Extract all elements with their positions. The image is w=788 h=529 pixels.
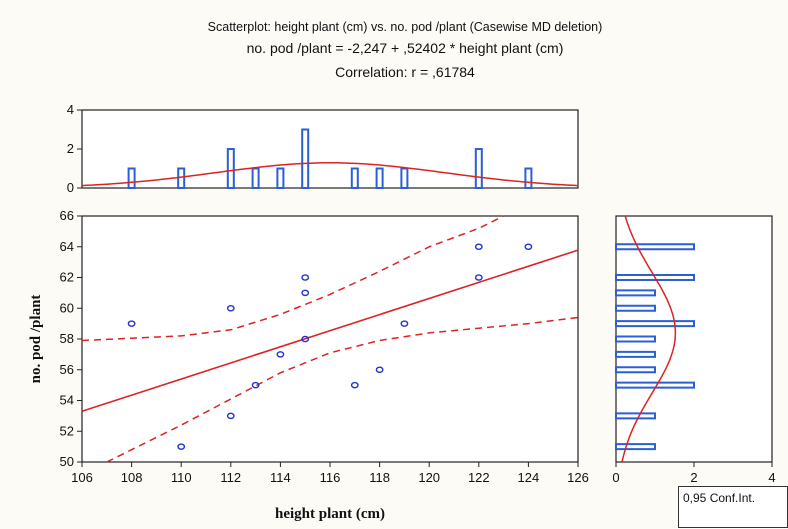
top-histogram-frame <box>81 109 579 189</box>
x-tick-label: 120 <box>418 470 440 485</box>
top-normal-curve <box>81 162 579 187</box>
x-tick-label: 108 <box>121 470 143 485</box>
legend-label: 0,95 Conf.Int. <box>683 491 756 505</box>
data-point <box>276 351 285 358</box>
y-tick-label: 62 <box>60 270 74 285</box>
data-point <box>177 443 186 450</box>
data-point <box>474 243 483 251</box>
x-tick-label: 124 <box>518 470 540 485</box>
data-point <box>350 381 359 389</box>
legend-box: 0,95 Conf.Int. <box>678 486 788 528</box>
data-point <box>251 381 260 389</box>
y-axis-label: no. pod /plant <box>28 295 44 384</box>
x-tick-label: 118 <box>369 470 390 485</box>
y-tick-label: 58 <box>60 331 74 346</box>
side-histogram-bar <box>615 350 656 358</box>
x-tick-label: 106 <box>71 470 93 485</box>
data-point <box>474 274 483 281</box>
data-point <box>400 320 409 327</box>
side-normal-curve <box>621 215 677 463</box>
side-histogram-bar <box>615 412 656 420</box>
ci-lower-band <box>106 316 579 463</box>
data-point <box>375 366 384 374</box>
x-tick-label: 116 <box>320 470 341 485</box>
top-histogram-bar <box>276 167 285 189</box>
side-hist-tick-label: 2 <box>690 470 697 485</box>
y-tick-label: 52 <box>60 423 74 438</box>
top-hist-tick-label: 0 <box>67 180 74 195</box>
data-point <box>301 274 310 281</box>
top-histogram-bar <box>524 167 533 189</box>
chart-titles: Scatterplot: height plant (cm) vs. no. p… <box>0 18 788 84</box>
x-axis-label: height plant (cm) <box>275 506 385 522</box>
top-histogram-bar <box>226 148 235 189</box>
regression-equation: no. pod /plant = -2,247 + ,52402 * heigh… <box>246 40 564 56</box>
side-histogram-bar <box>615 243 695 251</box>
side-histogram-bar <box>615 443 656 451</box>
top-histogram-bar <box>127 167 136 189</box>
side-hist-tick-label: 0 <box>612 470 619 485</box>
main-plot-frame <box>81 215 579 463</box>
data-point <box>301 289 310 297</box>
top-histogram-bar <box>350 167 359 189</box>
y-tick-label: 50 <box>60 454 74 469</box>
top-histogram-bar <box>474 148 483 189</box>
data-point <box>127 320 136 327</box>
x-tick-label: 110 <box>171 470 192 485</box>
top-hist-tick-label: 2 <box>67 141 74 156</box>
data-point <box>524 243 533 251</box>
x-tick-label: 114 <box>270 470 291 485</box>
correlation-text: Correlation: r = ,61784 <box>335 64 475 80</box>
side-histogram-bar <box>615 304 656 312</box>
x-tick-label: 126 <box>567 470 589 485</box>
side-histogram-bar <box>615 366 656 374</box>
data-point <box>226 412 235 420</box>
top-histogram-bar <box>251 167 260 189</box>
x-tick-label: 122 <box>468 470 490 485</box>
data-point <box>226 304 235 312</box>
top-histogram-bar <box>301 128 310 189</box>
side-histogram-bar <box>615 320 695 328</box>
top-histogram-bar <box>375 167 384 189</box>
y-tick-label: 60 <box>60 300 74 315</box>
y-tick-label: 56 <box>60 362 74 377</box>
side-histogram-bar <box>615 335 656 343</box>
top-hist-tick-label: 4 <box>67 102 74 117</box>
regression-line <box>81 249 579 413</box>
side-hist-tick-label: 4 <box>768 470 775 485</box>
ci-upper-band <box>81 215 504 342</box>
y-tick-label: 66 <box>60 208 74 223</box>
top-histogram-bar <box>177 167 186 189</box>
data-point <box>301 335 310 343</box>
top-histogram-bar <box>400 167 409 189</box>
x-tick-label: 112 <box>220 470 241 485</box>
y-tick-label: 64 <box>60 239 74 254</box>
chart-title: Scatterplot: height plant (cm) vs. no. p… <box>207 20 603 34</box>
y-tick-label: 54 <box>60 393 74 408</box>
side-histogram-bar <box>615 289 656 297</box>
